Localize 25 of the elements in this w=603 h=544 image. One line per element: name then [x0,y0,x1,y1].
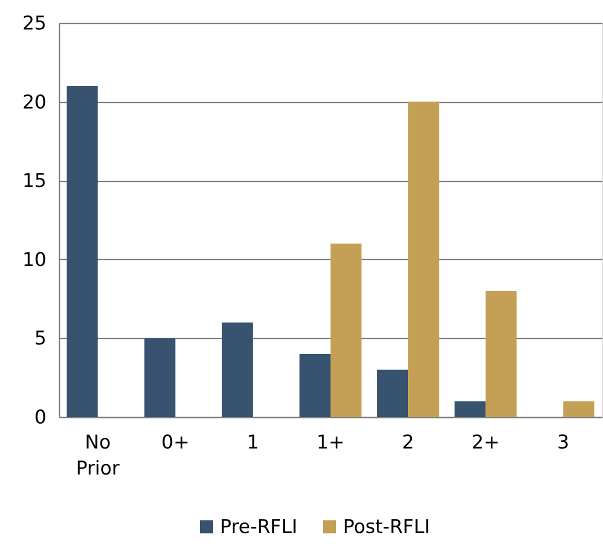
legend-label: Pre-RFLI [220,516,298,538]
y-tick-label: 25 [22,12,46,34]
bar [408,102,440,417]
bar [377,370,408,417]
x-tick-label: 2 [402,432,414,454]
x-tick-label: 3 [557,432,570,454]
bar [486,290,517,417]
y-tick-label: 10 [22,248,46,271]
bar [144,338,176,417]
bar [299,354,330,417]
bar [330,244,362,417]
x-tick-label: No Prior [76,432,120,480]
y-tick-label: 0 [34,406,46,428]
bar [454,401,486,417]
x-tick-label: 0+ [161,432,190,454]
y-tick-label: 20 [22,91,46,114]
y-tick-label: 5 [34,328,46,350]
x-tick-label: 2+ [472,432,500,454]
x-tick-label: 1 [246,432,259,454]
bar [66,86,98,417]
y-tick-label: 15 [22,170,46,192]
bar [222,322,253,417]
legend-label: Post-RFLI [343,516,430,538]
x-tick-label: 1+ [316,432,345,454]
bar [563,401,594,417]
